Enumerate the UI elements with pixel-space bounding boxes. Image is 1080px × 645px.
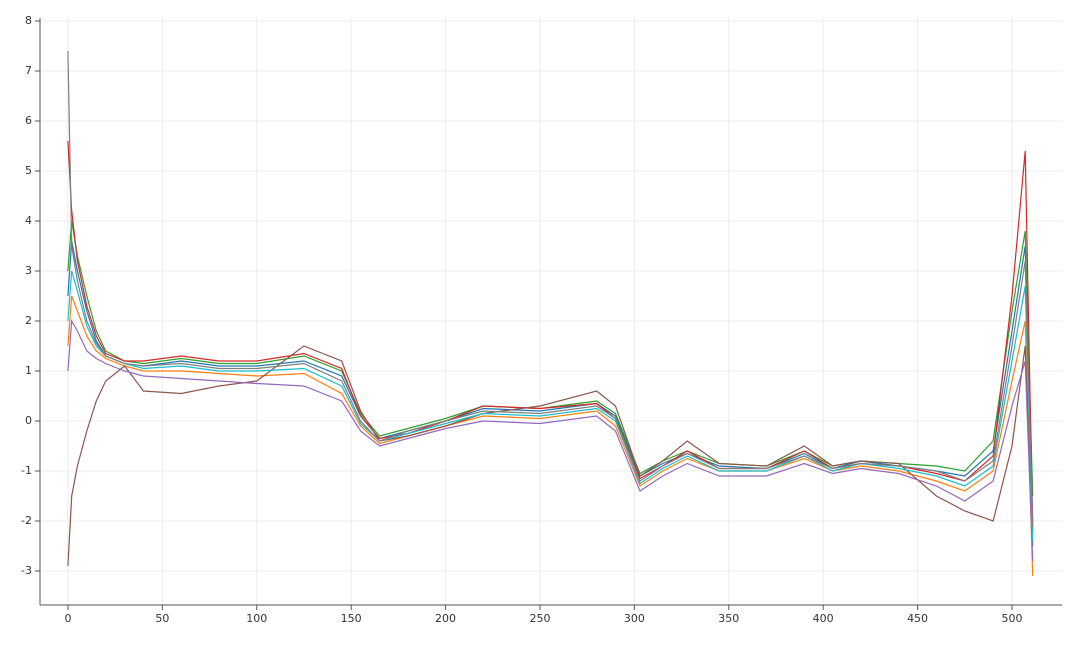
y-tick-label: 5 [25,164,32,177]
y-tick-label: 3 [25,264,32,277]
y-tick-label: -2 [21,514,32,527]
x-tick-label: 250 [529,612,550,625]
x-tick-label: 450 [907,612,928,625]
y-tick-label: 4 [25,214,32,227]
y-tick-label: 8 [25,14,32,27]
x-tick-label: 500 [1001,612,1022,625]
x-tick-label: 200 [435,612,456,625]
x-tick-label: 0 [64,612,71,625]
x-tick-label: 150 [341,612,362,625]
y-tick-label: -1 [21,464,32,477]
y-tick-label: 2 [25,314,32,327]
y-tick-label: -3 [21,564,32,577]
series-line [67,295,1034,577]
y-tick-label: 6 [25,114,32,127]
y-tick-label: 7 [25,64,32,77]
x-tick-label: 100 [246,612,267,625]
series-line [67,220,1034,497]
series-line [67,270,1034,542]
x-tick-label: 400 [813,612,834,625]
y-tick-label: 0 [25,414,32,427]
series-line [67,345,1034,567]
series-line [67,50,1034,527]
x-tick-label: 350 [718,612,739,625]
series-line [67,318,1034,562]
x-tick-label: 50 [155,612,169,625]
y-tick-label: 1 [25,364,32,377]
x-tick-label: 300 [624,612,645,625]
